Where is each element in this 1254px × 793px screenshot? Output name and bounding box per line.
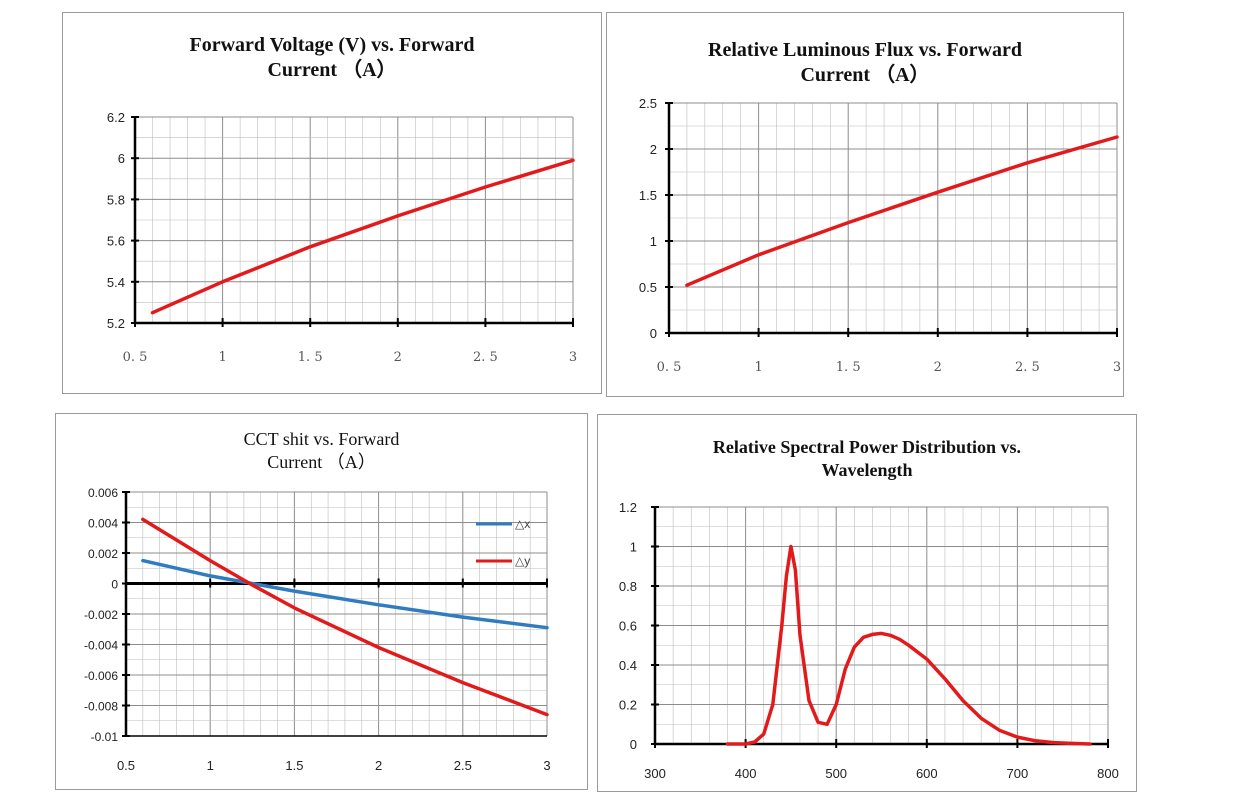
x-tick-label: 2 xyxy=(375,758,382,773)
chart-panel-cct-shift: CCT shit vs. Forward Current （A） 0.5 1 1.5… xyxy=(55,413,588,790)
x-tick-label: 1 xyxy=(218,350,226,365)
x-tick-label: 3 xyxy=(1113,360,1121,375)
chart-svg-cct-shift: 0.5 1 1.5 2 2.5 3 -0.01 -0.008 -0.006 -0.004 -0.00… xyxy=(84,486,551,773)
x-tick-label: 600 xyxy=(916,766,938,781)
chart-svg-forward-voltage: 0. 5 1 1. 5 2 2. 5 3 5.2 5.4 5.6 5.8 6 6.2 xyxy=(107,110,577,365)
grid-lines xyxy=(654,506,1109,745)
y-tick-label: -0.01 xyxy=(91,730,119,744)
y-tick-label: 0.6 xyxy=(619,619,637,634)
y-tick-label: 0.4 xyxy=(619,658,637,673)
x-tick-label: 1. 5 xyxy=(836,360,861,375)
chart-panel-spectral-distribution: Relative Spectral Power Distribution vs.… xyxy=(597,414,1137,792)
y-tick-label: 1.5 xyxy=(639,188,657,203)
chart-title-spectral-distribution: Relative Spectral Power Distribution vs.… xyxy=(598,436,1136,481)
x-tick-label: 300 xyxy=(644,766,666,781)
title-line-2: Wavelength xyxy=(821,459,913,480)
y-tick-label: 1 xyxy=(650,234,657,249)
y-tick-label: 5.6 xyxy=(107,234,125,249)
series-line-delta-x xyxy=(141,558,549,630)
series-line-main xyxy=(150,158,575,315)
chart-svg-luminous-flux: 0. 5 1 1. 5 2 2. 5 3 0 0.5 1 1.5 2 2.5 xyxy=(639,96,1121,375)
chart-panel-forward-voltage: Forward Voltage (V) vs. Forward Current … xyxy=(62,12,602,394)
x-tick-label: 800 xyxy=(1097,766,1119,781)
chart-svg-spectral-distribution: 300 400 500 600 700 800 0 0.2 0.4 0.6 0.8 1 1.2 xyxy=(619,500,1119,781)
x-tick-label: 1 xyxy=(754,360,762,375)
legend-label: △x xyxy=(515,517,530,531)
y-tick-label: -0.002 xyxy=(84,608,118,622)
y-tick-label: 0 xyxy=(650,326,657,341)
y-tick-label: 0.004 xyxy=(88,517,118,531)
x-tick-label: 0.5 xyxy=(117,758,135,773)
y-tick-label: 2.5 xyxy=(639,96,657,111)
y-tick-label: 5.8 xyxy=(107,192,125,207)
x-tick-label: 2. 5 xyxy=(1015,360,1040,375)
chart-panel-luminous-flux: Relative Luminous Flux vs. Forward Curre… xyxy=(606,12,1124,397)
x-tick-label: 2 xyxy=(934,360,942,375)
y-tick-label: 2 xyxy=(650,142,657,157)
series-line-delta-y xyxy=(141,517,549,717)
chart-title-forward-voltage: Forward Voltage (V) vs. Forward Current … xyxy=(63,33,601,83)
x-tick-label: 3 xyxy=(543,758,550,773)
chart-title-cct-shift: CCT shit vs. Forward Current （A） xyxy=(56,428,587,473)
x-tick-label: 1.5 xyxy=(285,758,303,773)
y-tick-label: 6 xyxy=(118,151,125,166)
y-tick-label: -0.004 xyxy=(84,639,118,653)
x-tick-label: 700 xyxy=(1007,766,1029,781)
y-tick-label: -0.008 xyxy=(84,700,118,714)
y-tick-label: 1.2 xyxy=(619,500,637,515)
y-tick-label: 5.4 xyxy=(107,275,125,290)
title-line-1: Relative Luminous Flux vs. Forward xyxy=(708,39,1022,61)
y-tick-label: 0.5 xyxy=(639,280,657,295)
series-line-main xyxy=(725,544,1092,746)
x-tick-label: 400 xyxy=(735,766,757,781)
x-tick-label: 1. 5 xyxy=(298,350,323,365)
y-tick-label: 1 xyxy=(630,540,637,555)
title-line-2: Current （A） xyxy=(267,451,376,472)
y-tick-label: 0.2 xyxy=(619,698,637,713)
y-tick-label: 0.8 xyxy=(619,579,637,594)
title-line-2: Current （A） xyxy=(800,64,930,86)
x-tick-label: 3 xyxy=(569,350,577,365)
x-tick-label: 0. 5 xyxy=(123,350,148,365)
x-tick-label: 0. 5 xyxy=(657,360,682,375)
y-tick-label: 0.006 xyxy=(88,486,118,500)
y-tick-label: 0.002 xyxy=(88,547,118,561)
y-tick-label: 0 xyxy=(111,578,118,592)
title-line-1: CCT shit vs. Forward xyxy=(243,429,400,449)
grid-lines xyxy=(125,491,548,737)
title-line-1: Relative Spectral Power Distribution vs. xyxy=(712,437,1022,457)
x-tick-label: 1 xyxy=(207,758,214,773)
y-tick-label: 5.2 xyxy=(107,316,125,331)
legend-label: △y xyxy=(515,554,530,568)
x-tick-label: 2.5 xyxy=(454,758,472,773)
title-line-2: Current （A） xyxy=(267,59,397,81)
series-line-main xyxy=(685,135,1119,287)
title-line-1: Forward Voltage (V) vs. Forward xyxy=(189,34,475,56)
x-tick-label: 2. 5 xyxy=(473,350,498,365)
y-tick-label: 0 xyxy=(630,737,637,752)
y-tick-label: -0.006 xyxy=(84,669,118,683)
grid-lines xyxy=(668,102,1118,334)
x-tick-label: 500 xyxy=(825,766,847,781)
y-tick-label: 6.2 xyxy=(107,110,125,125)
chart-title-luminous-flux: Relative Luminous Flux vs. Forward Curre… xyxy=(607,38,1123,88)
x-tick-label: 2 xyxy=(394,350,402,365)
